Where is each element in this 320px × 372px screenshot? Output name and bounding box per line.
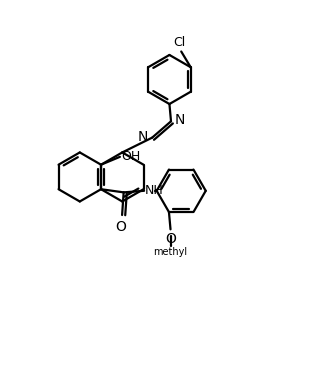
Text: Cl: Cl — [173, 36, 186, 49]
Text: N: N — [175, 113, 186, 127]
Text: O: O — [165, 232, 176, 246]
Text: N: N — [138, 130, 148, 144]
Text: methyl: methyl — [154, 247, 188, 257]
Text: O: O — [115, 220, 126, 234]
Text: OH: OH — [121, 150, 140, 163]
Text: NH: NH — [145, 184, 164, 197]
